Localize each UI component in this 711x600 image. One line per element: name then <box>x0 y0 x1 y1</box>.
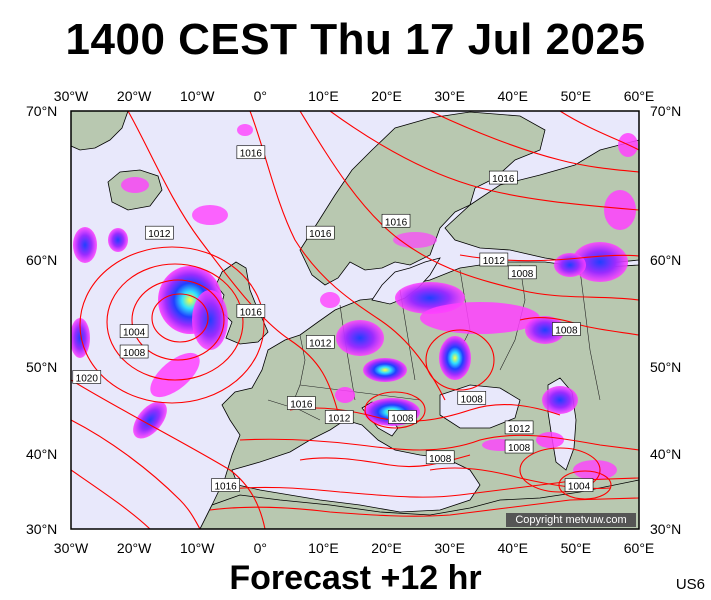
lon-tick-label: 30°W <box>53 88 89 104</box>
lon-tick-label: 50°E <box>560 540 592 556</box>
svg-text:1016: 1016 <box>240 307 263 318</box>
isobar-label: 1020 <box>72 370 102 384</box>
lon-tick-label: 60°E <box>623 540 655 556</box>
svg-text:1012: 1012 <box>328 413 351 424</box>
isobar-label: 1012 <box>504 420 534 435</box>
lat-tick-label: 60°N <box>26 252 58 268</box>
lon-tick-label: 20°E <box>371 540 402 556</box>
lon-tick-label: 0° <box>253 88 268 104</box>
svg-text:1008: 1008 <box>429 454 452 465</box>
map-title: 1400 CEST Thu 17 Jul 2025 <box>65 15 646 64</box>
model-code: US6 <box>675 576 705 593</box>
map-frame <box>70 110 640 530</box>
lat-tick-label: 50°N <box>650 359 682 375</box>
isobar-label: 1016 <box>287 396 316 411</box>
lon-tick-label: 40°E <box>497 540 529 556</box>
svg-text:1012: 1012 <box>483 256 506 267</box>
isobar-label: 1008 <box>504 439 534 454</box>
isobar-label: 1008 <box>119 344 149 359</box>
svg-text:1008: 1008 <box>511 269 534 280</box>
copyright-notice: Copyright metvuw.com <box>506 513 636 527</box>
lon-tick-label: 50°E <box>560 88 592 104</box>
isobar-label: 1016 <box>211 478 240 493</box>
svg-text:1016: 1016 <box>214 482 237 493</box>
isobar-label: 1012 <box>145 225 174 240</box>
lat-tick-label: 70°N <box>26 103 58 119</box>
lat-tick-label: 70°N <box>650 103 682 119</box>
lon-tick-label: 60°E <box>623 88 655 104</box>
svg-text:1008: 1008 <box>555 326 578 337</box>
svg-text:1008: 1008 <box>461 394 484 405</box>
isobar-label: 1012 <box>324 410 354 424</box>
isobar-label: 1008 <box>457 391 487 405</box>
lon-tick-label: 20°W <box>116 540 152 556</box>
lat-tick-label: 60°N <box>650 252 682 268</box>
isobar-label: 1004 <box>564 478 594 493</box>
lon-tick-label: 30°E <box>434 540 465 556</box>
isobar-label: 1004 <box>119 324 149 339</box>
lon-tick-label: 0° <box>253 540 268 556</box>
svg-text:1016: 1016 <box>309 229 332 240</box>
isobar-label: 1008 <box>425 450 455 465</box>
svg-text:1004: 1004 <box>568 482 591 493</box>
isobar-label: 1016 <box>381 213 411 228</box>
svg-text:1016: 1016 <box>240 149 263 160</box>
svg-text:1008: 1008 <box>508 443 531 454</box>
isobar-label: 1012 <box>305 335 335 349</box>
isobar-label: 1012 <box>479 252 509 267</box>
isobar-label: 1008 <box>552 322 581 337</box>
lon-tick-label: 30°W <box>53 540 89 556</box>
svg-text:1004: 1004 <box>123 328 146 339</box>
isobar-label: 1008 <box>507 265 537 280</box>
lat-tick-label: 30°N <box>26 521 58 537</box>
isobar-label: 1008 <box>388 410 417 424</box>
lon-tick-label: 10°W <box>180 88 215 104</box>
svg-text:1008: 1008 <box>391 413 414 424</box>
lat-tick-label: 30°N <box>650 521 682 537</box>
lon-tick-label: 20°W <box>116 88 152 104</box>
lon-tick-label: 10°W <box>180 540 215 556</box>
isobar-labels: 1016 1016 1016 1016 1012 1012 1008 1016 1004 1008… <box>72 145 594 493</box>
lon-tick-label: 10°E <box>308 88 339 104</box>
svg-text:1016: 1016 <box>385 217 408 228</box>
svg-text:1020: 1020 <box>76 373 99 384</box>
isobar-label: 1016 <box>236 145 266 160</box>
lon-tick-label: 10°E <box>308 540 339 556</box>
isobar-label: 1016 <box>305 225 335 240</box>
svg-text:1012: 1012 <box>148 229 171 240</box>
svg-text:1016: 1016 <box>290 400 313 411</box>
lon-tick-label: 30°E <box>434 88 465 104</box>
svg-text:1016: 1016 <box>492 174 515 185</box>
lat-tick-label: 40°N <box>650 446 682 462</box>
svg-text:1008: 1008 <box>123 348 146 359</box>
isobar-label: 1016 <box>489 170 518 185</box>
lat-tick-label: 40°N <box>26 446 58 462</box>
lat-tick-label: 50°N <box>26 359 58 375</box>
forecast-label: Forecast +12 hr <box>229 559 482 597</box>
svg-text:1012: 1012 <box>309 338 332 349</box>
lon-tick-label: 20°E <box>371 88 402 104</box>
lon-tick-label: 40°E <box>497 88 529 104</box>
isobars <box>71 111 639 529</box>
svg-text:1012: 1012 <box>508 424 531 435</box>
isobar-label: 1016 <box>236 304 266 318</box>
